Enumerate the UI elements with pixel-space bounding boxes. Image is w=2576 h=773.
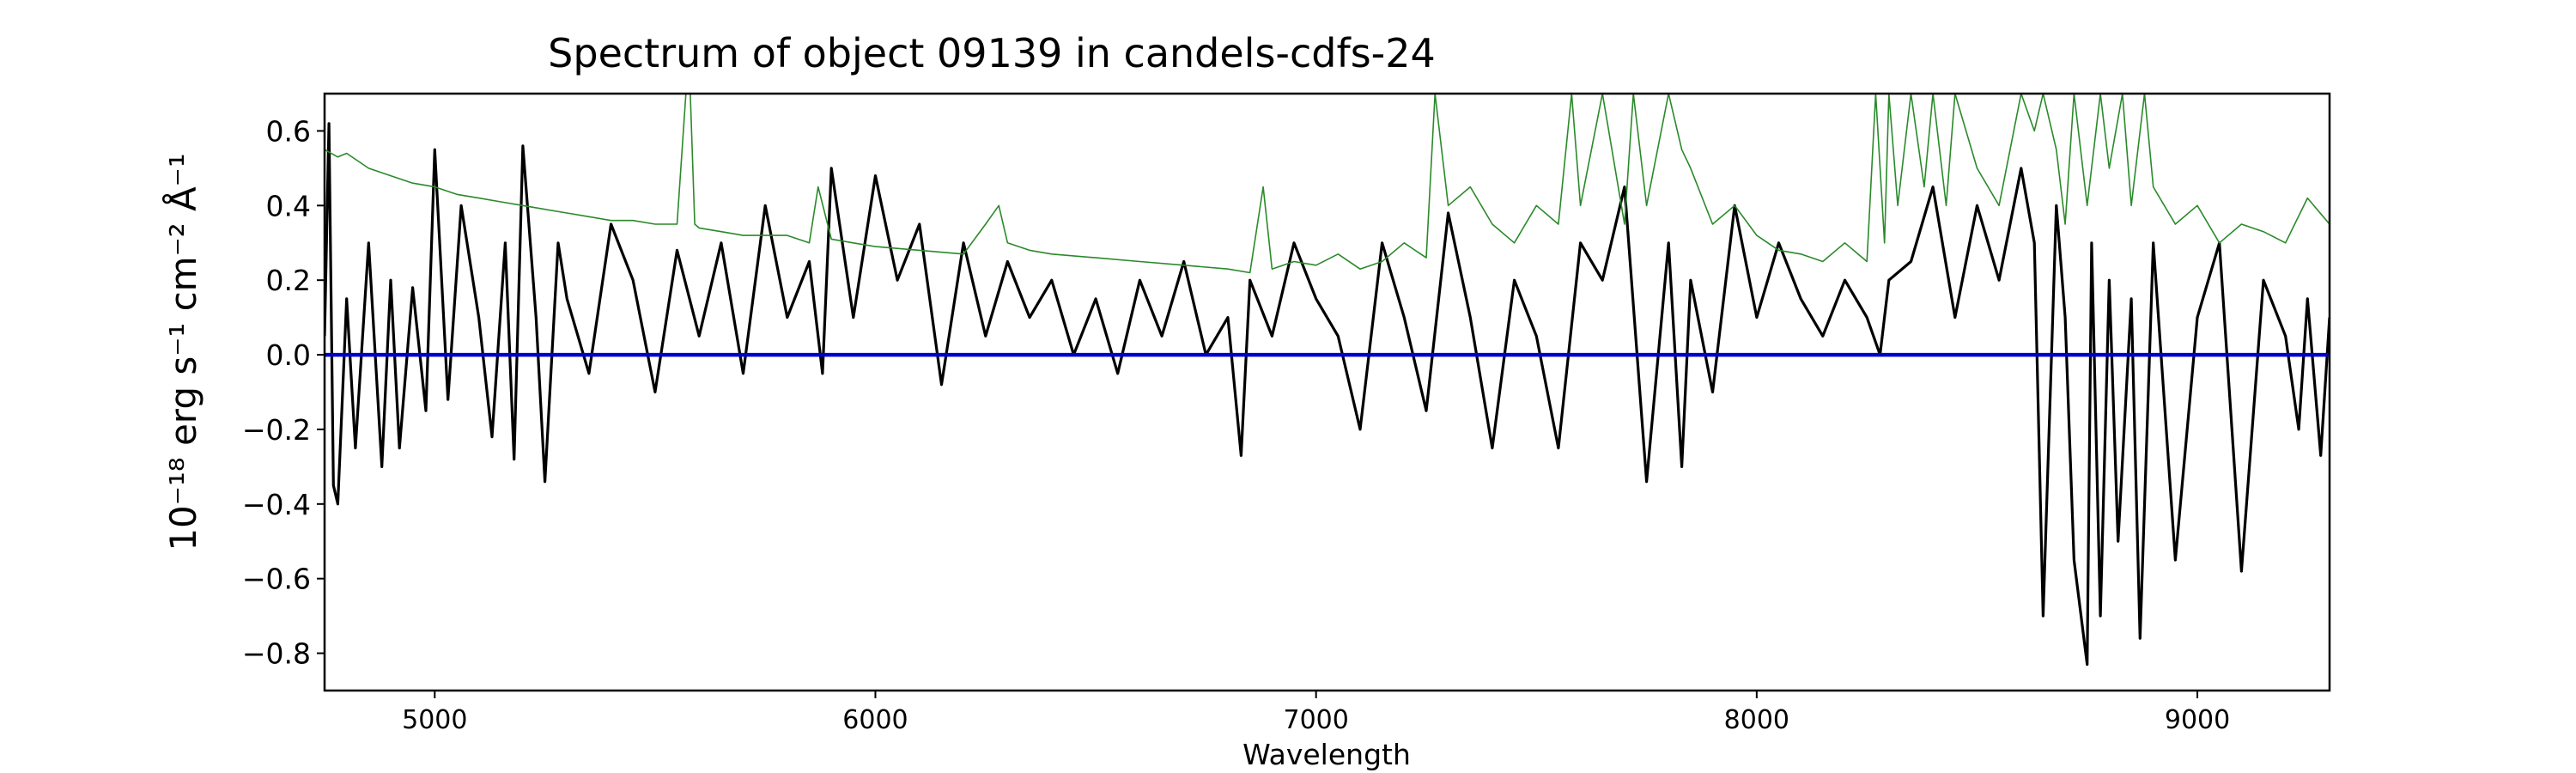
error-line [325, 94, 2330, 274]
chart-title: Spectrum of object 09139 in candels-cdfs… [548, 30, 1436, 76]
x-tick-label: 9000 [2165, 705, 2230, 735]
y-tick-label: 0.4 [266, 189, 311, 222]
plot-area [323, 92, 2331, 692]
y-tick-label: −0.8 [242, 637, 311, 671]
y-axis-label: 10⁻¹⁸ erg s⁻¹ cm⁻² Å⁻¹ [161, 153, 204, 551]
plot-frame [323, 92, 2331, 692]
series-layer [325, 94, 2330, 666]
x-tick-label: 6000 [842, 705, 908, 735]
y-tick-label: 0.2 [266, 264, 311, 297]
y-tick-label: −0.6 [242, 563, 311, 596]
x-tick-label: 8000 [1724, 705, 1789, 735]
y-tick-label: −0.4 [242, 488, 311, 521]
y-tick-label: 0.0 [266, 338, 311, 372]
x-axis: 5000 6000 7000 8000 9000 [402, 691, 2230, 735]
x-tick-label: 5000 [402, 705, 467, 735]
y-tick-label: −0.2 [242, 413, 311, 447]
x-tick-label: 7000 [1283, 705, 1348, 735]
x-axis-label: Wavelength [1242, 738, 1411, 771]
y-axis: −0.8 −0.6 −0.4 −0.2 0.0 0.2 0.4 0.6 [242, 114, 325, 671]
flux-line [325, 122, 2330, 666]
y-tick-label: 0.6 [266, 114, 311, 148]
